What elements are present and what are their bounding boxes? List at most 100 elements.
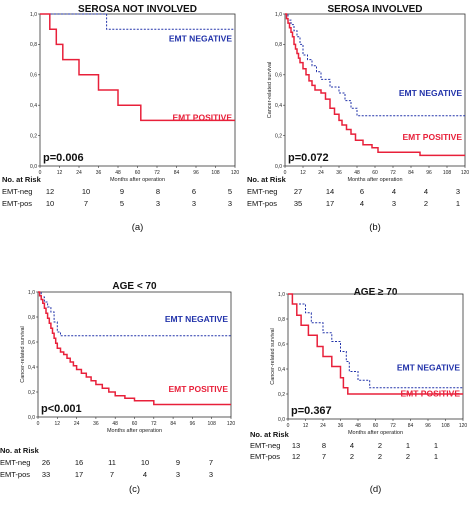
y-tick-label: 0,0	[278, 417, 285, 423]
y-tick-label: 0,8	[278, 317, 285, 323]
x-tick-label: 96	[425, 423, 431, 429]
y-tick-label: 0,2	[278, 392, 285, 398]
risk-count: 26	[42, 458, 50, 467]
y-tick-label: 0,6	[28, 340, 35, 346]
risk-count: 9	[176, 458, 180, 467]
risk-count: 7	[84, 199, 88, 208]
y-axis-label: Cancer-related survival	[270, 328, 276, 385]
x-tick-label: 120	[227, 421, 236, 427]
x-tick-label: 36	[338, 423, 344, 429]
risk-row-label: EMT-pos	[2, 199, 32, 208]
risk-row-label: EMT-neg	[250, 441, 280, 450]
x-tick-label: 108	[443, 170, 452, 176]
km-panel-1: SEROSA NOT INVOLVED 0,0 0,2 0,4 0,6 0,8 1,0 0 12…	[2, 4, 239, 233]
p-value: p=0.072	[288, 152, 329, 164]
y-tick-label: 1,0	[30, 12, 37, 18]
x-tick-label: 0	[287, 423, 290, 429]
x-axis-label: Months after operation	[347, 177, 402, 183]
x-tick-label: 84	[408, 170, 414, 176]
legend-emt-positive: EMT POSITIVE	[400, 389, 460, 399]
panel-caption: (c)	[129, 484, 140, 495]
emt-negative-curve	[40, 13, 235, 30]
x-axis-label: Months after operation	[107, 428, 162, 434]
y-tick-label: 0,8	[30, 42, 37, 48]
y-tick-label: 0,8	[28, 315, 35, 321]
x-tick-label: 48	[354, 170, 360, 176]
p-value: p<0.001	[41, 403, 82, 415]
risk-count: 5	[228, 187, 232, 196]
risk-count: 3	[228, 199, 232, 208]
x-tick-label: 12	[303, 423, 309, 429]
x-tick-label: 36	[96, 170, 102, 176]
risk-count: 12	[46, 187, 54, 196]
y-axis-label: Cancer-related survival	[20, 326, 26, 383]
x-tick-label: 108	[208, 421, 217, 427]
y-tick-label: 0,0	[275, 164, 282, 170]
x-tick-label: 108	[441, 423, 450, 429]
x-tick-label: 60	[372, 170, 378, 176]
emt-negative-curve	[288, 293, 463, 389]
x-tick-label: 84	[170, 421, 176, 427]
risk-count: 2	[424, 199, 428, 208]
risk-table-header: No. at Risk	[0, 446, 40, 455]
panel-title: SEROSA INVOLVED	[327, 4, 422, 15]
risk-row-label: EMT-pos	[250, 452, 280, 461]
x-tick-label: 24	[74, 421, 80, 427]
risk-count: 16	[75, 458, 83, 467]
panel-title: SEROSA NOT INVOLVED	[78, 4, 197, 15]
emt-positive-curve	[40, 13, 235, 122]
risk-count: 3	[456, 187, 460, 196]
risk-table-header: No. at Risk	[2, 175, 42, 184]
legend-emt-positive: EMT POSITIVE	[172, 112, 232, 122]
y-tick-label: 0,6	[278, 342, 285, 348]
y-axis-label: Cancer-related survival	[267, 62, 273, 119]
risk-count: 3	[392, 199, 396, 208]
panel-title: AGE < 70	[112, 281, 157, 292]
x-tick-label: 96	[193, 170, 199, 176]
p-value: p=0.367	[291, 405, 332, 417]
x-axis-label: Months after operation	[348, 430, 403, 436]
risk-count: 4	[350, 441, 354, 450]
x-tick-label: 24	[318, 170, 324, 176]
x-tick-label: 36	[336, 170, 342, 176]
risk-count: 8	[322, 441, 326, 450]
risk-count: 1	[434, 441, 438, 450]
x-tick-label: 0	[37, 421, 40, 427]
x-tick-label: 72	[390, 423, 396, 429]
x-tick-label: 48	[115, 170, 121, 176]
risk-count: 13	[292, 441, 300, 450]
x-tick-label: 60	[132, 421, 138, 427]
panel-caption: (a)	[132, 222, 144, 233]
risk-count: 8	[156, 187, 160, 196]
x-tick-label: 120	[461, 170, 470, 176]
risk-count: 6	[192, 187, 196, 196]
panel-caption: (d)	[370, 484, 382, 495]
risk-count: 4	[143, 470, 147, 479]
risk-table-header: No. at Risk	[250, 430, 290, 439]
panel-caption: (b)	[369, 222, 381, 233]
x-tick-label: 60	[373, 423, 379, 429]
risk-count: 9	[120, 187, 124, 196]
risk-count: 35	[294, 199, 302, 208]
risk-count: 6	[360, 187, 364, 196]
y-tick-label: 0,2	[28, 390, 35, 396]
risk-count: 4	[360, 199, 364, 208]
x-tick-label: 12	[300, 170, 306, 176]
x-tick-label: 120	[231, 170, 240, 176]
y-tick-label: 0,4	[28, 365, 35, 371]
emt-positive-curve	[285, 13, 465, 157]
risk-count: 4	[392, 187, 396, 196]
risk-count: 7	[209, 458, 213, 467]
risk-count: 2	[350, 452, 354, 461]
emt-negative-curve	[38, 291, 231, 337]
y-tick-label: 1,0	[28, 290, 35, 296]
emt-positive-curve	[38, 291, 231, 406]
legend-emt-negative: EMT NEGATIVE	[399, 88, 462, 98]
x-tick-label: 108	[211, 170, 220, 176]
x-tick-label: 72	[154, 170, 160, 176]
risk-count: 1	[406, 441, 410, 450]
risk-count: 1	[434, 452, 438, 461]
x-tick-label: 48	[355, 423, 361, 429]
